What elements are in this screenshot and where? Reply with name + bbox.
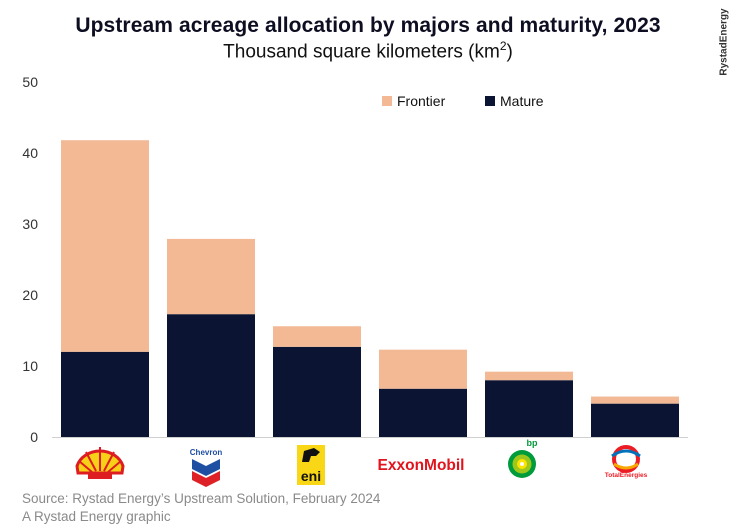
bar-frontier-shell — [61, 140, 149, 352]
totalenergies-flame-icon — [613, 462, 639, 470]
bar-mature-totalenergies — [591, 403, 679, 437]
chevron-upper-icon — [192, 459, 220, 476]
bp-logo: bp — [508, 438, 538, 478]
totalenergies-ring-icon — [612, 445, 640, 473]
bar-mature-shell — [61, 351, 149, 437]
shell-base-icon — [88, 473, 112, 479]
y-tick-label: 30 — [22, 216, 38, 232]
bar-frontier-exxonmobil — [379, 349, 467, 389]
chevron-wordmark: Chevron — [190, 448, 223, 457]
legend-label-frontier: Frontier — [397, 93, 446, 109]
subtitle-superscript: 2 — [499, 39, 507, 53]
bp-wordmark: bp — [527, 438, 538, 448]
legend-swatch-mature — [485, 96, 495, 106]
eni-wordmark: eni — [301, 468, 321, 484]
legend-label-mature: Mature — [500, 93, 544, 109]
bar-frontier-eni — [273, 326, 361, 347]
bar-mature-eni — [273, 346, 361, 437]
legend: Frontier Mature — [382, 93, 544, 109]
exxonmobil-wordmark: ExxonMobil — [378, 457, 465, 474]
source-note: Source: Rystad Energy’s Upstream Solutio… — [22, 491, 381, 506]
credit-note: A Rystad Energy graphic — [22, 509, 171, 524]
totalenergies-logo: TotalEnergies — [605, 445, 648, 479]
bar-mature-bp — [485, 380, 573, 437]
bar-frontier-chevron — [167, 238, 255, 315]
bars-layer — [61, 140, 679, 437]
totalenergies-swirl-icon — [611, 449, 641, 458]
y-tick-label: 50 — [22, 74, 38, 90]
y-tick-label: 20 — [22, 287, 38, 303]
y-tick-label: 0 — [30, 429, 38, 445]
axis-layer: 0 10 20 30 40 50 — [22, 74, 688, 445]
chevron-logo: Chevron — [190, 448, 223, 487]
bar-frontier-bp — [485, 371, 573, 381]
bar-frontier-totalenergies — [591, 396, 679, 404]
eni-dog-icon — [302, 448, 320, 462]
chart-subtitle: Thousand square kilometers (km2) — [0, 39, 736, 63]
bar-mature-chevron — [167, 314, 255, 437]
eni-logo: eni — [297, 445, 325, 485]
y-tick-label: 10 — [22, 358, 38, 374]
chart-title: Upstream acreage allocation by majors an… — [75, 14, 661, 37]
shell-ribs-icon — [78, 447, 122, 473]
legend-swatch-frontier — [382, 96, 392, 106]
subtitle-text: Thousand square kilometers (km — [223, 41, 500, 63]
totalenergies-wordmark: TotalEnergies — [605, 472, 648, 479]
chevron-lower-icon — [192, 471, 220, 487]
subtitle-end: ) — [506, 41, 513, 63]
shell-logo — [75, 447, 125, 479]
bp-core-icon — [520, 462, 524, 466]
bar-mature-exxonmobil — [379, 388, 467, 437]
exxonmobil-logo: ExxonMobil — [378, 457, 465, 474]
y-tick-label: 40 — [22, 145, 38, 161]
